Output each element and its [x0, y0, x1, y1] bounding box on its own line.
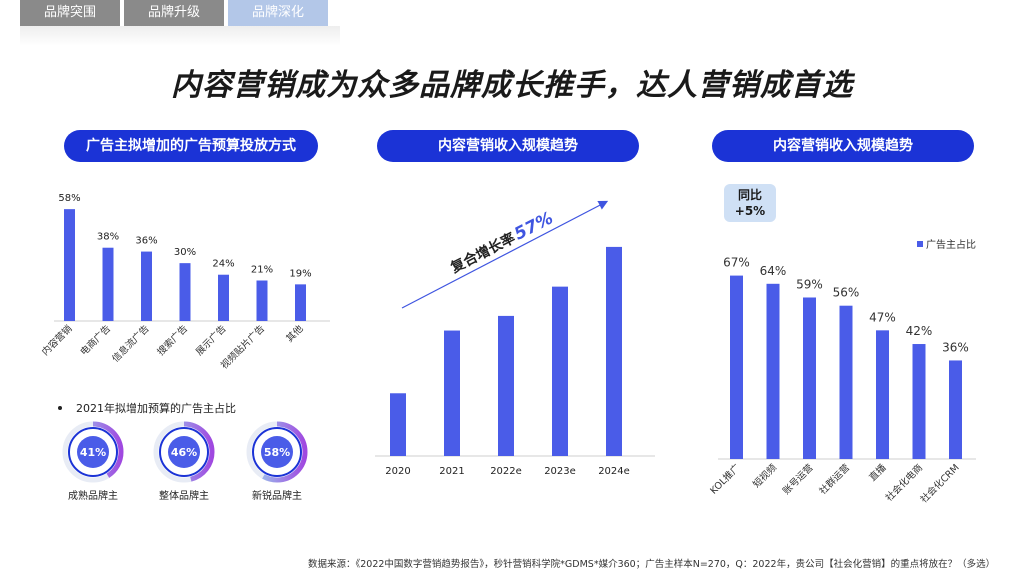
data-label: 30%	[174, 247, 196, 258]
bar	[803, 297, 816, 459]
bar	[912, 344, 926, 459]
donut-section-title: 2021年拟增加预算的广告主占比	[76, 402, 236, 415]
bar	[876, 330, 889, 459]
tick-label: 短视频	[750, 461, 779, 490]
donut-value: 41%	[80, 446, 106, 459]
source-footnote: 数据来源：《2022中国数字营销趋势报告》，秒针营销科学院*GDMS*媒介360…	[308, 559, 996, 570]
bar	[179, 263, 191, 321]
data-label: 36%	[135, 236, 157, 247]
data-label: 58%	[58, 193, 80, 204]
bar	[839, 305, 853, 459]
advertiser-donut-charts: 41% 成熟品牌主 46% 整体品牌主 58% 新锐品牌主	[62, 421, 308, 502]
tick-label: 社群运营	[817, 462, 852, 497]
data-label: 36%	[942, 340, 969, 354]
chart-legend: 广告主占比	[917, 236, 976, 251]
tick-label: 内容营销	[40, 322, 75, 358]
data-label: 42%	[906, 324, 933, 338]
bullet-icon	[58, 406, 62, 410]
data-label: 47%	[869, 310, 896, 324]
right-panel-title: 内容营销收入规模趋势	[712, 130, 974, 162]
bar	[552, 286, 568, 456]
tick-label: 信息流广告	[110, 323, 152, 365]
tick-label: 电商广告	[78, 323, 113, 358]
donut-arc	[246, 421, 308, 483]
bar	[256, 280, 268, 321]
donut-value: 58%	[264, 446, 290, 459]
data-label: 24%	[212, 259, 234, 270]
data-label: 56%	[833, 286, 860, 300]
bar	[949, 360, 962, 459]
bar	[295, 284, 306, 321]
page-title: 内容营销成为众多品牌成长推手，达人营销成首选	[171, 68, 853, 103]
data-label: 38%	[97, 232, 119, 243]
tick-label: 展示广告	[193, 323, 228, 358]
bar	[218, 274, 229, 321]
bar	[730, 275, 743, 459]
tick-label: 直播	[867, 461, 889, 483]
bar	[64, 209, 75, 321]
tick-label: 2020	[385, 466, 410, 477]
data-label: 19%	[289, 268, 311, 279]
tick-label: KOL推广	[708, 462, 743, 497]
tick-label: 2023e	[544, 466, 576, 477]
tab-shadow	[20, 26, 340, 46]
data-label: 67%	[723, 256, 750, 270]
yoy-label: 同比	[737, 188, 762, 202]
budget-method-chart: 58%内容营销38%电商广告36%信息流广告30%搜索广告24%展示广告21%视…	[40, 193, 330, 371]
tick-label: 其他	[284, 322, 306, 344]
tick-label: 搜索广告	[155, 323, 190, 358]
donut-arc	[62, 421, 124, 483]
tick-label: 2021	[439, 466, 464, 477]
middle-panel-title: 内容营销收入规模趋势	[377, 130, 639, 162]
donut-label: 成熟品牌主	[68, 489, 118, 502]
bar	[766, 283, 780, 459]
left-panel-title: 广告主拟增加的广告预算投放方式	[64, 130, 318, 162]
yoy-value: +5%	[734, 204, 766, 218]
tick-label: 账号运营	[780, 462, 815, 497]
donut-center	[261, 436, 293, 468]
legend-label: 广告主占比	[926, 240, 976, 251]
bar	[141, 251, 152, 321]
growth-arrow	[401, 200, 609, 309]
bar	[102, 247, 114, 321]
tab-brand-breakthrough[interactable]: 品牌突围	[20, 0, 120, 26]
donut-label: 整体品牌主	[159, 489, 209, 502]
data-label: 59%	[796, 277, 823, 291]
donut-ring	[159, 427, 209, 477]
tick-label: 2024e	[598, 466, 630, 477]
tick-label: 2022e	[490, 466, 522, 477]
donut-center	[77, 436, 109, 468]
donut-value: 46%	[171, 446, 197, 459]
data-label: 64%	[760, 264, 787, 278]
yoy-badge: 同比 +5%	[724, 184, 776, 222]
donut-ring	[252, 427, 302, 477]
bar	[498, 315, 514, 456]
tab-brand-upgrade[interactable]: 品牌升级	[124, 0, 224, 26]
legend-swatch	[917, 240, 923, 247]
tab-brand-deepen[interactable]: 品牌深化	[228, 0, 328, 26]
data-label: 21%	[251, 265, 273, 276]
bar	[390, 393, 406, 456]
donut-arc	[153, 421, 215, 483]
advertiser-share-chart: 67%KOL推广64%短视频59%账号运营56%社群运营47%直播42%社会化电…	[708, 256, 976, 506]
bar	[606, 246, 622, 456]
donut-center	[168, 436, 200, 468]
donut-section-heading: 2021年拟增加预算的广告主占比	[58, 400, 236, 416]
tick-label: 社会化CRM	[918, 462, 962, 506]
donut-label: 新锐品牌主	[252, 489, 302, 502]
donut-ring	[68, 427, 118, 477]
bar	[444, 330, 460, 456]
tab-bar: 品牌突围 品牌升级 品牌深化	[20, 0, 328, 26]
